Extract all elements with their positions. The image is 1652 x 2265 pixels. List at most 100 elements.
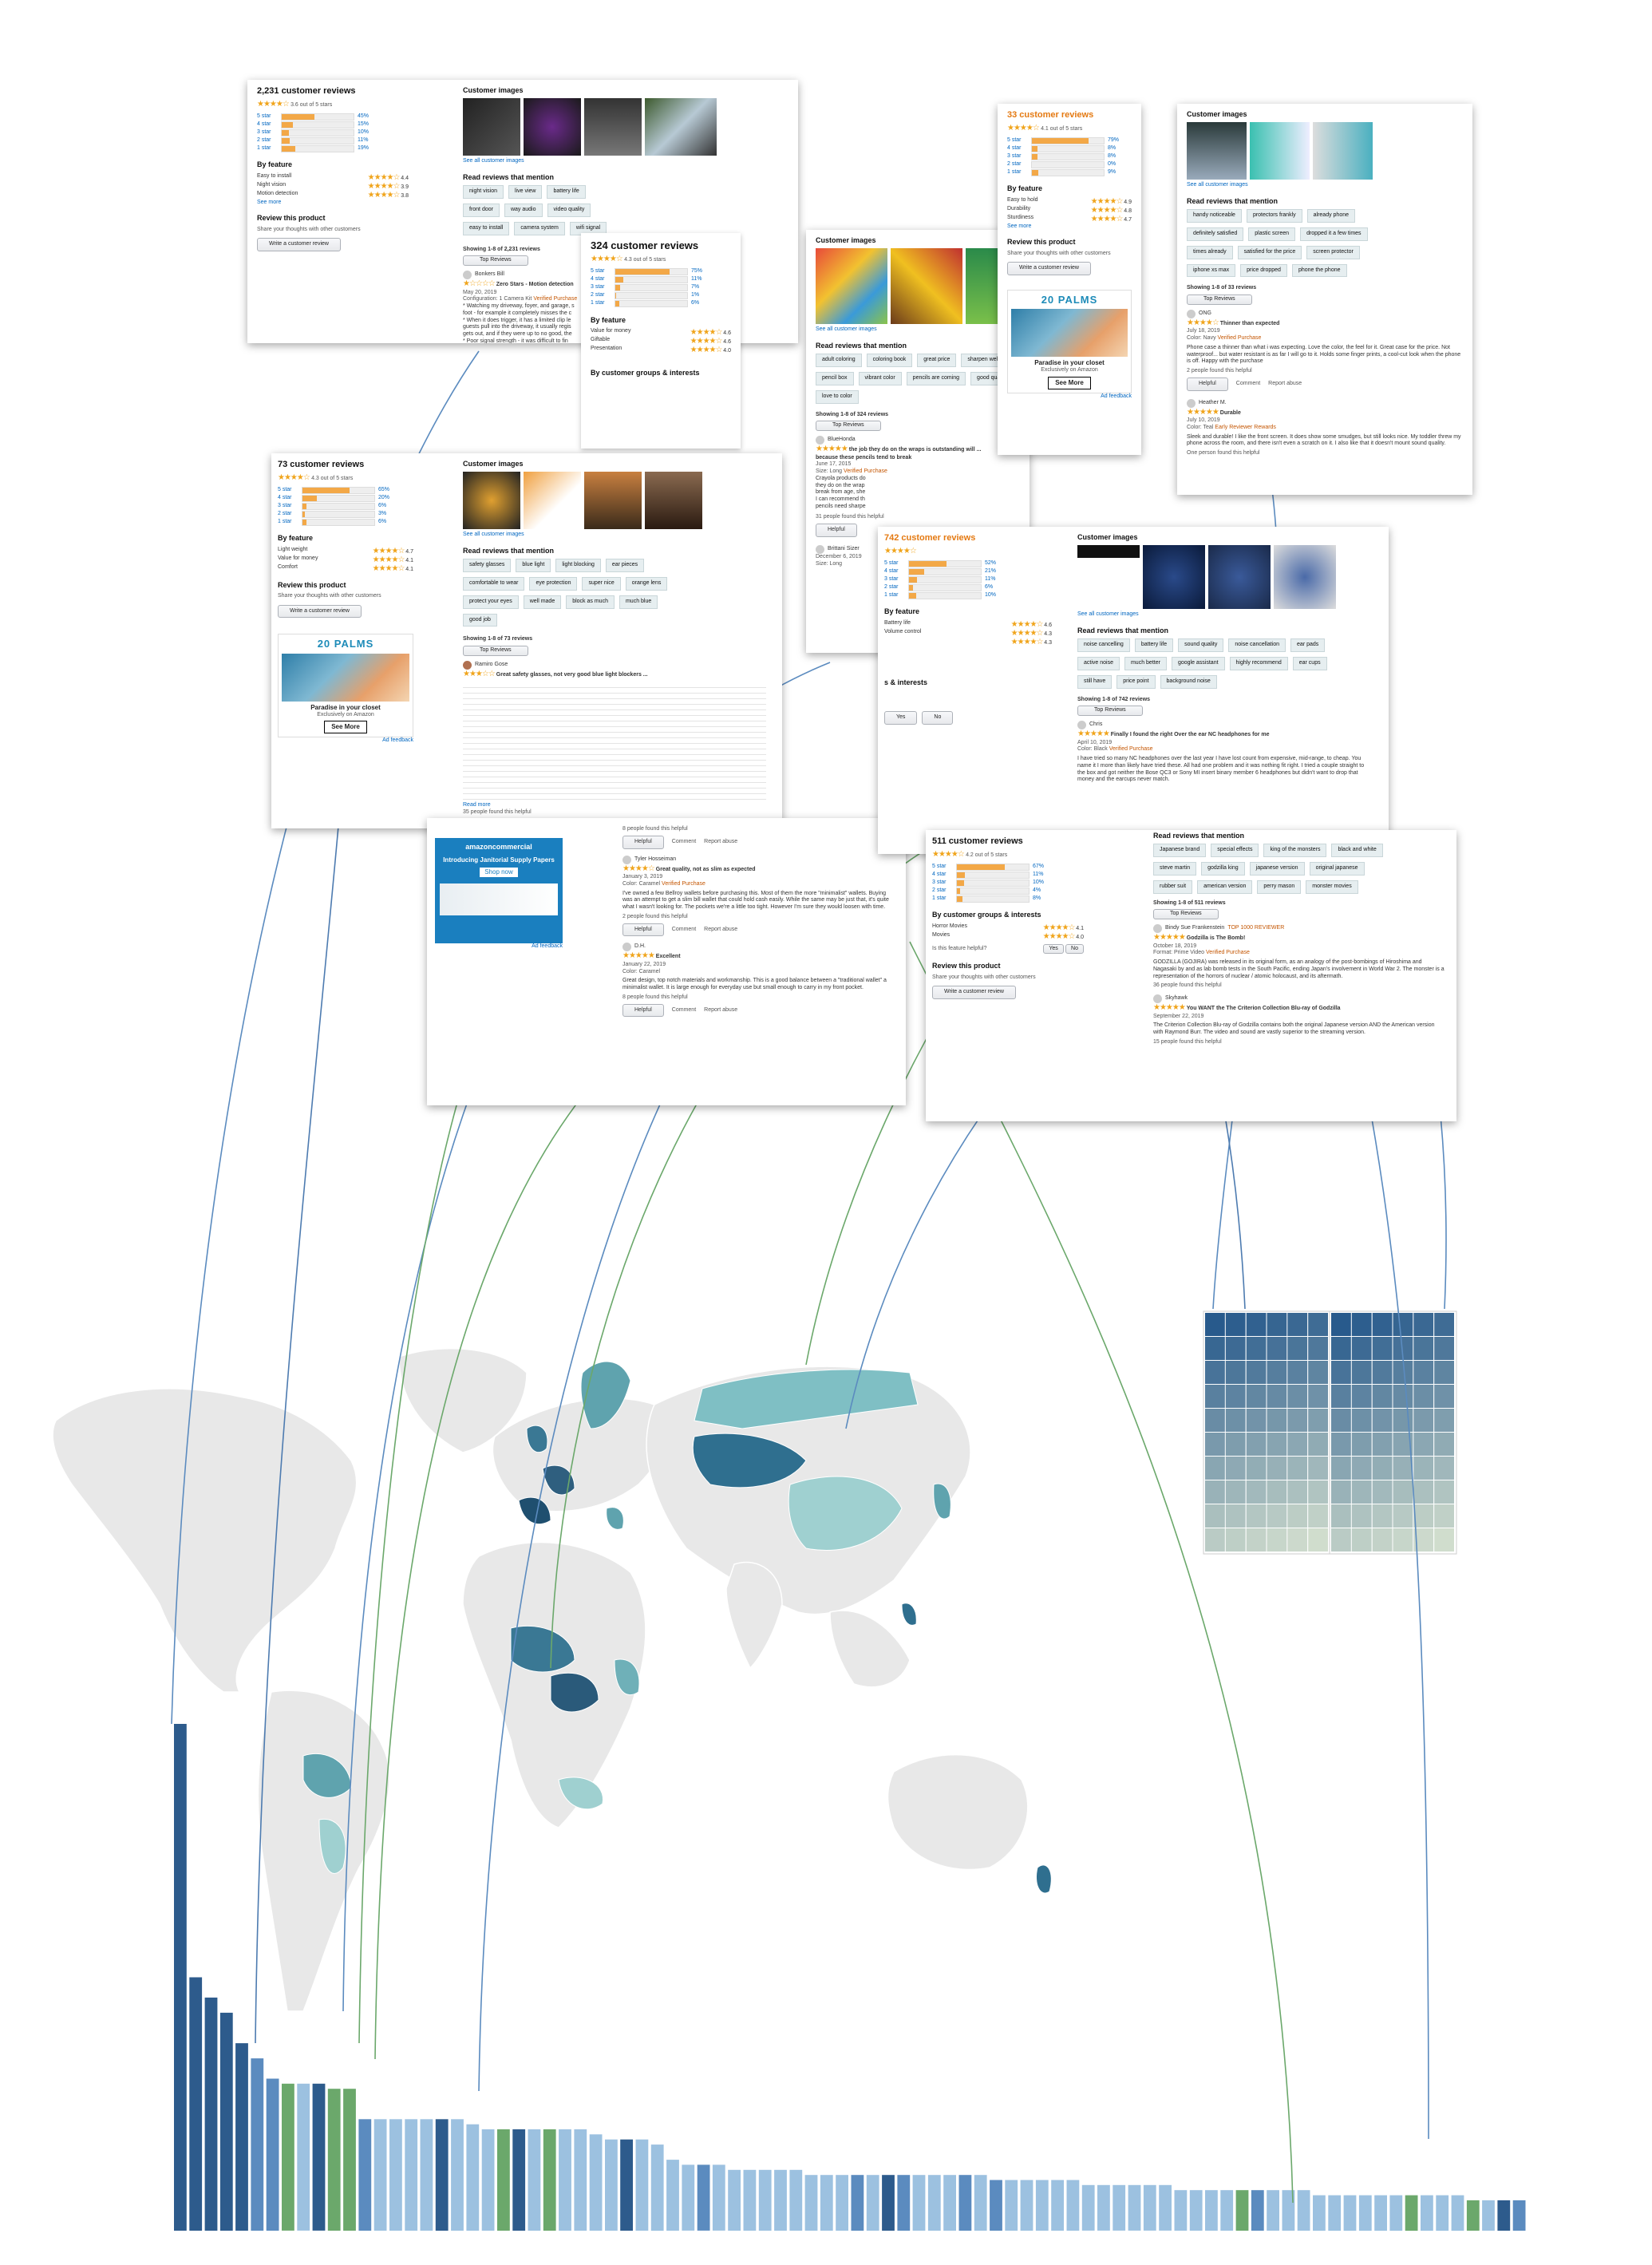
see-all-images-link[interactable]: See all customer images [463, 532, 524, 538]
histogram-row[interactable]: 2 star 11% [257, 136, 409, 144]
customer-image[interactable] [645, 98, 717, 156]
advertisement[interactable]: 20 PALMS Paradise in your closet Exclusi… [278, 634, 413, 738]
mention-chip[interactable]: Japanese brand [1153, 844, 1207, 857]
mention-chip[interactable]: eye protection [529, 577, 578, 591]
mention-chip[interactable]: plastic screen [1248, 227, 1296, 241]
mention-chip[interactable]: protect your eyes [463, 595, 519, 609]
customer-image[interactable] [1313, 122, 1373, 180]
mention-chip[interactable]: pencils are coming [906, 372, 966, 385]
mention-chip[interactable]: iphone xs max [1187, 263, 1236, 278]
write-review-button[interactable]: Write a customer review [932, 986, 1016, 999]
mention-chip[interactable]: love to color [816, 389, 859, 404]
customer-image[interactable] [463, 472, 520, 530]
helpful-button[interactable]: Helpful [1187, 377, 1228, 391]
mention-chip[interactable]: background noise [1160, 674, 1217, 689]
ad-feedback-link[interactable]: Ad feedback [382, 737, 413, 744]
mention-chip[interactable]: vibrant color [858, 372, 902, 385]
mention-chip[interactable]: video quality [547, 204, 591, 217]
helpful-button[interactable]: Helpful [622, 1003, 664, 1018]
histogram-row[interactable]: 3 star 7% [591, 284, 731, 292]
histogram-row[interactable]: 1 star 8% [932, 895, 1084, 903]
advertisement[interactable]: amazoncommercial Introducing Janitorial … [435, 838, 563, 943]
comment-link[interactable]: Comment [1235, 380, 1261, 386]
mention-chip[interactable]: perry mason [1257, 880, 1302, 894]
mention-chip[interactable]: dropped it a few times [1300, 227, 1368, 241]
mention-chip[interactable]: camera system [514, 221, 565, 235]
mention-chip[interactable]: satisfied for the price [1237, 245, 1302, 259]
mention-chip[interactable]: active noise [1077, 657, 1120, 670]
report-abuse-link[interactable]: Report abuse [704, 1006, 738, 1013]
mention-chip[interactable]: well made [523, 595, 562, 609]
sort-dropdown[interactable]: Top Reviews [463, 255, 528, 266]
mention-chip[interactable]: much better [1124, 657, 1167, 670]
mention-chip[interactable]: american version [1197, 880, 1253, 894]
histogram-row[interactable]: 5 star 67% [932, 863, 1084, 871]
mention-chip[interactable]: front door [463, 204, 500, 217]
mention-chip[interactable]: great price [917, 354, 957, 367]
mention-chip[interactable]: way audio [504, 204, 543, 217]
helpful-button[interactable]: Helpful [622, 835, 664, 849]
write-review-button[interactable]: Write a customer review [1007, 262, 1091, 275]
mention-chip[interactable]: original japanese [1309, 862, 1365, 876]
mention-chip[interactable]: google assistant [1171, 657, 1225, 670]
customer-image[interactable] [816, 248, 887, 325]
histogram-row[interactable]: 3 star 8% [1007, 152, 1132, 160]
customer-image[interactable] [645, 472, 702, 530]
sort-dropdown[interactable]: Top Reviews [816, 421, 881, 431]
mention-chip[interactable]: monster movies [1306, 880, 1358, 894]
histogram-row[interactable]: 3 star 11% [884, 575, 1052, 583]
advertisement[interactable]: 20 PALMS Paradise in your closet Exclusi… [1007, 290, 1132, 393]
write-review-button[interactable]: Write a customer review [257, 238, 341, 251]
mention-chip[interactable]: king of the monsters [1263, 844, 1327, 857]
mention-chip[interactable]: sound quality [1178, 638, 1224, 652]
mention-chip[interactable]: rubber suit [1153, 880, 1193, 894]
write-review-button[interactable]: Write a customer review [278, 604, 362, 619]
comment-link[interactable]: Comment [671, 838, 697, 844]
mention-chip[interactable]: ear pieces [605, 559, 645, 572]
mention-chip[interactable]: light blocking [555, 559, 601, 572]
histogram-row[interactable]: 2 star 0% [1007, 160, 1132, 168]
histogram-row[interactable]: 3 star 10% [932, 879, 1084, 887]
report-abuse-link[interactable]: Report abuse [1268, 380, 1302, 386]
ad-feedback-link[interactable]: Ad feedback [532, 943, 563, 949]
sort-dropdown[interactable]: Top Reviews [463, 646, 528, 656]
customer-image[interactable] [463, 98, 520, 156]
mention-chip[interactable]: ear pads [1290, 638, 1326, 652]
customer-image[interactable] [1077, 545, 1140, 610]
see-more-link[interactable]: See more [257, 199, 282, 205]
histogram-row[interactable]: 1 star 6% [278, 518, 413, 526]
no-button[interactable]: No [922, 710, 954, 725]
histogram-row[interactable]: 1 star 10% [884, 591, 1052, 599]
mention-chip[interactable]: handy noticeable [1187, 209, 1242, 223]
histogram-row[interactable]: 5 star 45% [257, 113, 409, 121]
see-all-images-link[interactable]: See all customer images [1077, 611, 1139, 618]
mention-chip[interactable]: price point [1116, 674, 1156, 689]
mention-chip[interactable]: highly recommend [1229, 657, 1288, 670]
histogram-row[interactable]: 1 star 19% [257, 144, 409, 152]
mention-chip[interactable]: super nice [582, 577, 621, 591]
mention-chip[interactable]: times already [1187, 245, 1233, 259]
customer-image[interactable] [584, 472, 642, 530]
histogram-row[interactable]: 4 star 11% [932, 871, 1084, 879]
histogram-row[interactable]: 4 star 20% [278, 494, 413, 502]
yes-button[interactable]: Yes [1043, 943, 1064, 955]
mention-chip[interactable]: japanese version [1249, 862, 1305, 876]
mention-chip[interactable]: battery life [547, 185, 586, 199]
see-all-images-link[interactable]: See all customer images [816, 326, 877, 333]
mention-chip[interactable]: noise cancelling [1077, 638, 1130, 652]
ad-see-more-button[interactable]: See More [1048, 377, 1091, 389]
customer-image[interactable] [524, 98, 581, 156]
helpful-button[interactable]: Helpful [622, 923, 664, 937]
histogram-row[interactable]: 4 star 8% [1007, 144, 1132, 152]
histogram-row[interactable]: 5 star 52% [884, 559, 1052, 567]
mention-chip[interactable]: good job [463, 613, 497, 627]
mention-chip[interactable]: block as much [566, 595, 615, 609]
sort-dropdown[interactable]: Top Reviews [1153, 909, 1219, 919]
customer-image[interactable] [584, 98, 642, 156]
report-abuse-link[interactable]: Report abuse [704, 926, 738, 932]
mention-chip[interactable]: black and white [1331, 844, 1383, 857]
histogram-row[interactable]: 2 star 1% [591, 292, 731, 300]
mention-chip[interactable]: steve martin [1153, 862, 1197, 876]
see-all-images-link[interactable]: See all customer images [1187, 182, 1248, 188]
helpful-button[interactable]: Helpful [816, 524, 857, 537]
